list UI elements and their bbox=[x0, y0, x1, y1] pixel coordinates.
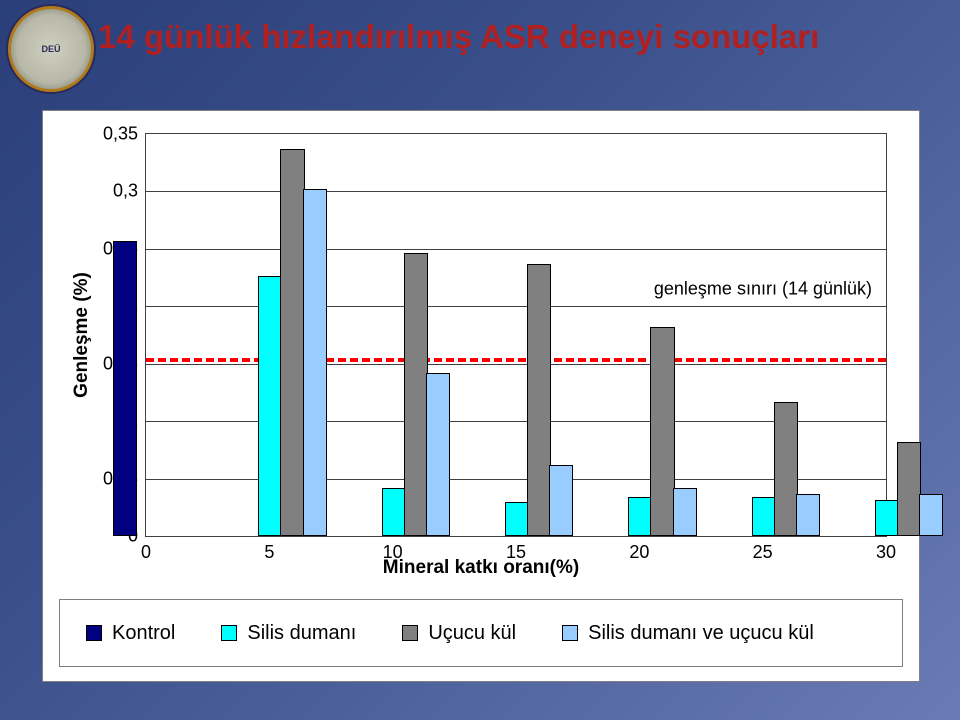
gridline bbox=[146, 191, 886, 192]
gridline bbox=[146, 249, 886, 250]
bar-silis-dumanı bbox=[628, 497, 652, 536]
legend-item: Uçucu kül bbox=[402, 622, 516, 645]
bar-silis-dumanı-ve-uçucu-kül bbox=[919, 494, 943, 536]
x-tick-label: 5 bbox=[264, 542, 274, 563]
chart-panel: Genleşme (%) genleşme sınırı (14 günlük)… bbox=[42, 110, 920, 682]
bar-silis-dumanı-ve-uçucu-kül bbox=[549, 465, 573, 536]
bar-silis-dumanı bbox=[258, 276, 282, 536]
plot-area: Genleşme (%) genleşme sınırı (14 günlük)… bbox=[145, 133, 887, 537]
bar-uçucu-kül bbox=[527, 264, 551, 536]
x-axis-label: Mineral katkı oranı(%) bbox=[383, 557, 579, 579]
legend-label: Uçucu kül bbox=[428, 622, 516, 645]
gridline bbox=[146, 306, 886, 307]
limit-line bbox=[146, 358, 886, 362]
y-tick-label: 0,35 bbox=[103, 124, 138, 145]
x-tick-label: 25 bbox=[753, 542, 773, 563]
y-axis-label: Genleşme (%) bbox=[71, 272, 93, 398]
bar-uçucu-kül bbox=[774, 402, 798, 536]
bar-silis-dumanı bbox=[382, 488, 406, 536]
limit-label: genleşme sınırı (14 günlük) bbox=[654, 279, 872, 300]
legend-label: Silis dumanı bbox=[247, 622, 356, 645]
bar-kontrol bbox=[113, 241, 137, 536]
legend: Kontrol Silis dumanı Uçucu kül Silis dumanı… bbox=[59, 599, 903, 667]
slide-title: 14 günlük hızlandırılmış ASR deneyi sonu… bbox=[98, 18, 819, 56]
bar-uçucu-kül bbox=[404, 253, 428, 536]
legend-swatch bbox=[221, 625, 237, 641]
bar-silis-dumanı bbox=[505, 502, 529, 536]
bar-uçucu-kül bbox=[280, 149, 304, 536]
bar-silis-dumanı-ve-uçucu-kül bbox=[426, 373, 450, 536]
bar-silis-dumanı-ve-uçucu-kül bbox=[673, 488, 697, 536]
bar-silis-dumanı bbox=[752, 497, 776, 536]
x-tick-label: 0 bbox=[141, 542, 151, 563]
x-tick-label: 30 bbox=[876, 542, 896, 563]
bar-uçucu-kül bbox=[650, 327, 674, 536]
chart-box: Genleşme (%) genleşme sınırı (14 günlük)… bbox=[59, 125, 903, 579]
legend-item: Silis dumanı bbox=[221, 622, 356, 645]
bar-silis-dumanı-ve-uçucu-kül bbox=[303, 189, 327, 536]
bar-silis-dumanı bbox=[875, 500, 899, 536]
x-tick-label: 20 bbox=[629, 542, 649, 563]
legend-swatch bbox=[562, 625, 578, 641]
gridline bbox=[146, 364, 886, 365]
bar-uçucu-kül bbox=[897, 442, 921, 536]
university-logo: DEÜ bbox=[8, 6, 94, 92]
legend-item: Silis dumanı ve uçucu kül bbox=[562, 622, 814, 645]
legend-label: Silis dumanı ve uçucu kül bbox=[588, 622, 814, 645]
legend-item: Kontrol bbox=[86, 622, 175, 645]
slide-root: DEÜ 14 günlük hızlandırılmış ASR deneyi … bbox=[0, 0, 960, 720]
bar-silis-dumanı-ve-uçucu-kül bbox=[796, 494, 820, 536]
legend-swatch bbox=[86, 625, 102, 641]
y-tick-label: 0,3 bbox=[113, 181, 138, 202]
legend-swatch bbox=[402, 625, 418, 641]
legend-label: Kontrol bbox=[112, 622, 175, 645]
